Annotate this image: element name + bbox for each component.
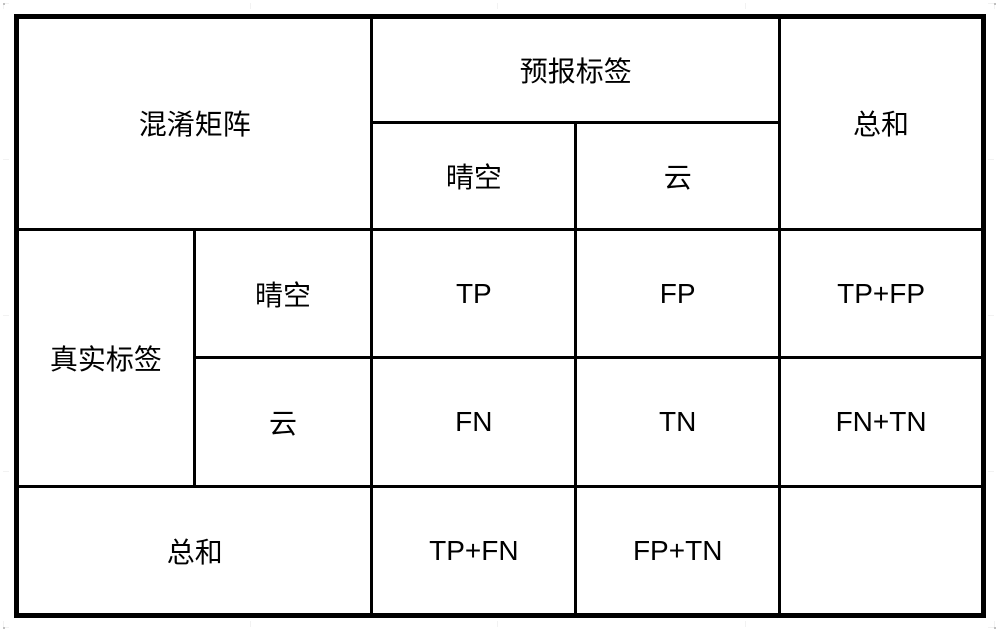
cell-tn: TN	[576, 358, 780, 487]
header-title: 混淆矩阵	[17, 17, 372, 230]
cell-tp: TP	[372, 229, 576, 358]
header-sum-col: 总和	[780, 17, 984, 230]
pred-clear-label: 晴空	[372, 123, 576, 229]
figure-canvas: 混淆矩阵 预报标签 总和 晴空 云 真实标签 晴空 TP FP TP+FP 云 …	[0, 0, 1000, 632]
pred-cloud-label: 云	[576, 123, 780, 229]
cell-tp-plus-fn: TP+FN	[372, 487, 576, 616]
cell-fp-plus-tn: FP+TN	[576, 487, 780, 616]
header-true: 真实标签	[17, 229, 195, 487]
cell-fp: FP	[576, 229, 780, 358]
confusion-matrix-table: 混淆矩阵 预报标签 总和 晴空 云 真实标签 晴空 TP FP TP+FP 云 …	[14, 14, 986, 618]
cell-tp-plus-fp: TP+FP	[780, 229, 984, 358]
cell-blank	[780, 487, 984, 616]
cell-fn-plus-tn: FN+TN	[780, 358, 984, 487]
true-clear-label: 晴空	[194, 229, 372, 358]
header-sum-row: 总和	[17, 487, 372, 616]
cell-fn: FN	[372, 358, 576, 487]
header-predicted: 预报标签	[372, 17, 780, 123]
true-cloud-label: 云	[194, 358, 372, 487]
